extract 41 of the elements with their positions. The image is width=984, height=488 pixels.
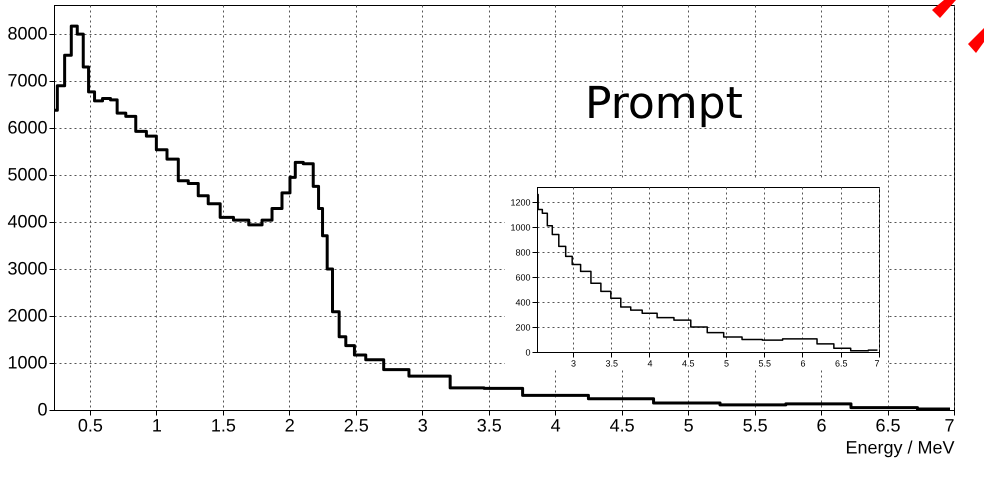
y-tick-label: 0 [37, 400, 48, 420]
y-tick-label: 1200 [510, 198, 530, 208]
x-tick-label: 7 [874, 358, 880, 368]
x-axis-title: Energy / MeV [845, 438, 954, 458]
x-tick-label: 2.5 [344, 416, 369, 436]
x-tick-label: 6.5 [834, 358, 848, 368]
y-tick-label: 400 [515, 298, 530, 308]
y-tick-label: 200 [515, 322, 530, 332]
y-tick-label: 0 [525, 348, 530, 358]
x-tick-label: 4.5 [610, 416, 635, 436]
y-tick-label: 1000 [7, 352, 48, 373]
y-tick-label: 3000 [7, 258, 48, 279]
y-tick-label: 5000 [7, 164, 48, 185]
y-tick-label: 7000 [7, 70, 48, 91]
x-tick-label: 1 [152, 416, 162, 436]
x-tick-label: 3 [418, 416, 428, 436]
x-tick-label: 3.5 [476, 416, 502, 436]
x-tick-label: 5 [724, 358, 729, 368]
x-tick-label: 4 [647, 358, 652, 368]
y-tick-label: 600 [515, 272, 530, 282]
x-tick-label: 4.5 [682, 358, 694, 368]
x-tick-label: 0.5 [78, 416, 103, 436]
x-tick-label: 7 [944, 416, 954, 436]
y-tick-label: 8000 [7, 24, 48, 44]
x-tick-label: 6 [800, 358, 806, 368]
x-tick-label: 1.5 [210, 416, 236, 436]
y-tick-label: 4000 [7, 212, 48, 232]
x-tick-label: 2 [284, 416, 295, 436]
y-tick-label: 6000 [7, 118, 48, 138]
annotation: Prompt [585, 78, 743, 129]
y-tick-label: 1000 [510, 222, 530, 232]
x-tick-label: 6 [816, 416, 827, 436]
x-tick-label: 3 [570, 358, 576, 368]
y-tick-label: 2000 [7, 306, 48, 326]
y-tick-label: 800 [515, 248, 530, 258]
x-tick-label: 5 [684, 416, 694, 436]
x-tick-label: 3.5 [605, 358, 618, 368]
x-tick-label: 6.5 [876, 416, 901, 436]
x-tick-label: 5.5 [758, 358, 771, 368]
x-tick-label: 5.5 [742, 416, 768, 436]
x-tick-label: 4 [550, 416, 561, 436]
